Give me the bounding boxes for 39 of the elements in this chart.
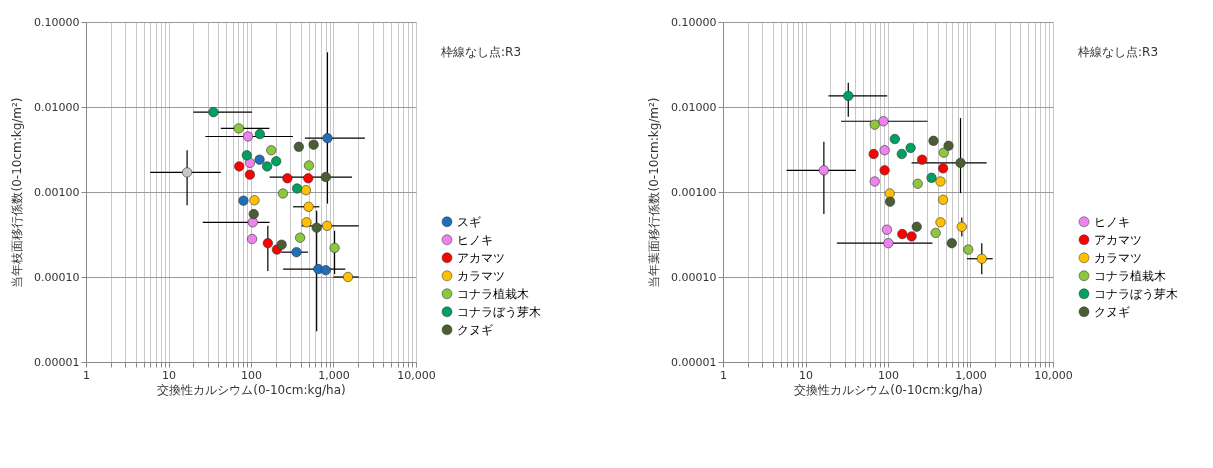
legend-label: コナラ植栽木 xyxy=(457,286,529,301)
x-tick-label: 10 xyxy=(799,368,813,382)
y-tick-label: 0.00001 xyxy=(34,355,80,369)
legend-label: ヒノキ xyxy=(457,232,493,247)
x-tick-label: 100 xyxy=(878,368,899,382)
legend-label: スギ xyxy=(457,214,481,229)
x-tick-label: 1 xyxy=(83,368,90,382)
y-tick-label: 0.00100 xyxy=(34,185,80,199)
legend-label: ヒノキ xyxy=(1094,214,1130,229)
x-tick-label: 1,000 xyxy=(955,368,987,382)
legend-label: カラマツ xyxy=(457,268,505,283)
legend-label: クヌギ xyxy=(457,322,493,337)
y-tick-label: 0.00010 xyxy=(671,270,717,284)
x-tick-label: 10,000 xyxy=(1034,368,1073,382)
legend-label: コナラぼう芽木 xyxy=(1094,286,1178,301)
x-axis-title: 交換性カルシウム(0-10cm:kg/ha) xyxy=(794,382,983,397)
x-tick-label: 1 xyxy=(720,368,727,382)
y-tick-label: 0.10000 xyxy=(671,15,717,29)
legend-label: コナラぼう芽木 xyxy=(457,304,541,319)
x-tick-label: 100 xyxy=(241,368,262,382)
x-tick-label: 10 xyxy=(162,368,176,382)
legend-label: クヌギ xyxy=(1094,304,1130,319)
legend-label: コナラ植栽木 xyxy=(1094,268,1166,283)
legend-label: アカマツ xyxy=(457,250,505,265)
text: 枠線なし点:R3 xyxy=(1077,45,1159,59)
y-tick-label: 0.10000 xyxy=(34,15,80,29)
x-axis-title: 交換性カルシウム(0-10cm:kg/ha) xyxy=(157,382,346,397)
y-axis-title: 当年枝面移行係数(0-10cm:kg/m²) xyxy=(10,97,25,288)
legend-label: カラマツ xyxy=(1094,250,1142,265)
y-tick-label: 0.01000 xyxy=(671,100,717,114)
y-axis-title: 当年葉面移行係数(0-10cm:kg/m²) xyxy=(647,97,662,288)
x-tick-label: 1,000 xyxy=(318,368,350,382)
legend-label: アカマツ xyxy=(1094,232,1142,247)
y-tick-label: 0.01000 xyxy=(34,100,80,114)
x-tick-label: 10,000 xyxy=(397,368,436,382)
y-tick-label: 0.00001 xyxy=(671,355,717,369)
y-tick-label: 0.00100 xyxy=(671,185,717,199)
y-tick-label: 0.00010 xyxy=(34,270,80,284)
text: 枠線なし点:R3 xyxy=(440,45,522,59)
